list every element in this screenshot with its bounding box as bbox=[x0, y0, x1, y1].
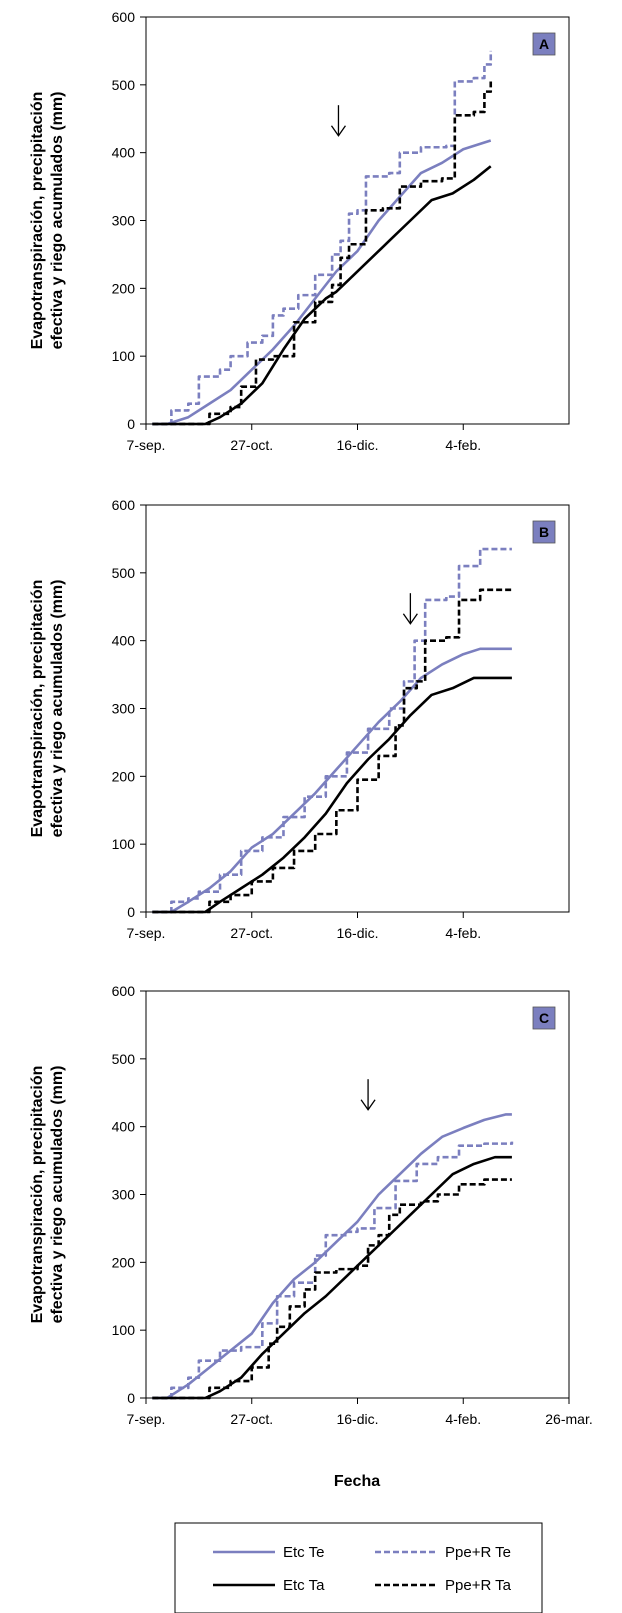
legend-entry-etc-te: Etc Te bbox=[213, 1544, 324, 1561]
y-tick-label: 0 bbox=[127, 904, 135, 920]
plot-frame-c bbox=[145, 990, 570, 1399]
x-axis-title: Fecha bbox=[334, 1473, 380, 1490]
y-axis-title: Evapotranspiración, precipitación efectiv… bbox=[29, 1066, 66, 1324]
legend-box bbox=[174, 1522, 543, 1613]
chart-panel-c: 0 100 200 300 400 500 600 7-sep. 27-oct. 16-dic. 4… bbox=[29, 983, 593, 1427]
y-tick-label: 500 bbox=[112, 1051, 136, 1067]
legend: Etc Te Ppe+R Te Etc Ta Ppe+R Ta bbox=[174, 1522, 543, 1613]
chart-panel-b: 0 100 200 300 400 500 600 7-sep. 27-oct. 16-dic. 4… bbox=[29, 497, 570, 941]
y-tick-label: 400 bbox=[112, 145, 136, 161]
chart-panels: 0 100 200 300 400 500 600 7-sep. 27-oct. 16-dic. 4… bbox=[29, 9, 593, 1427]
y-axis-title: Evapotranspiración, precipitación efectiv… bbox=[29, 580, 66, 838]
series-line-etc-te bbox=[152, 647, 512, 914]
x-tick-label: 27-oct. bbox=[230, 925, 273, 941]
y-tick-label: 600 bbox=[112, 497, 136, 513]
y-tick-label: 200 bbox=[112, 768, 136, 784]
y-tick-label: 600 bbox=[112, 9, 136, 25]
panel-badge-label: C bbox=[539, 1010, 549, 1026]
x-tick-label: 27-oct. bbox=[230, 437, 273, 453]
legend-entry-etc-ta: Etc Ta bbox=[213, 1577, 325, 1594]
y-axis-title-line2: efectiva y riego acumulados (mm) bbox=[49, 580, 66, 838]
plot-frame-a bbox=[145, 16, 570, 425]
y-axis-title-line1: Evapotranspiración, precipitación bbox=[29, 92, 46, 350]
arrow-annotation bbox=[402, 593, 418, 625]
y-tick-label: 300 bbox=[112, 1187, 136, 1203]
y-tick-label: 100 bbox=[112, 348, 136, 364]
x-tick-label: 27-oct. bbox=[230, 1411, 273, 1427]
legend-entry-ppe-r-te: Ppe+R Te bbox=[375, 1544, 511, 1561]
y-tick-label: 400 bbox=[112, 1119, 136, 1135]
y-tick-label: 500 bbox=[112, 565, 136, 581]
y-tick-label: 300 bbox=[112, 213, 136, 229]
legend-label: Ppe+R Ta bbox=[445, 1577, 512, 1594]
series-line-etc-ta bbox=[152, 165, 492, 426]
x-tick-label: 7-sep. bbox=[127, 437, 166, 453]
panel-badge-label: A bbox=[539, 36, 549, 52]
y-axis-title-line1: Evapotranspiración, precipitación bbox=[29, 580, 46, 838]
x-tick-label: 26-mar. bbox=[545, 1411, 592, 1427]
legend-label: Etc Te bbox=[283, 1544, 324, 1561]
x-tick-label: 7-sep. bbox=[127, 1411, 166, 1427]
series-line-ppe-r-te bbox=[152, 50, 493, 426]
series-line-ppe-r-te bbox=[152, 547, 512, 914]
panel-badge-a: A bbox=[532, 32, 556, 56]
panel-badge-label: B bbox=[539, 524, 549, 540]
x-tick-label: 4-feb. bbox=[445, 437, 481, 453]
y-tick-label: 0 bbox=[127, 1390, 135, 1406]
y-tick-label: 500 bbox=[112, 77, 136, 93]
y-tick-label: 400 bbox=[112, 633, 136, 649]
series-line-etc-te bbox=[152, 1113, 512, 1400]
x-tick-label: 4-feb. bbox=[445, 1411, 481, 1427]
series-line-ppe-r-te bbox=[152, 1141, 514, 1400]
y-tick-label: 0 bbox=[127, 416, 135, 432]
y-axis-title-line2: efectiva y riego acumulados (mm) bbox=[49, 1066, 66, 1324]
chart-panel-a: 0 100 200 300 400 500 600 7-sep. 27-oct. 16-dic. 4… bbox=[29, 9, 570, 453]
legend-label: Ppe+R Te bbox=[445, 1544, 511, 1561]
y-axis-title: Evapotranspiración, precipitación efectiv… bbox=[29, 92, 66, 350]
x-tick-label: 16-dic. bbox=[336, 437, 378, 453]
y-axis-title-line1: Evapotranspiración, precipitación bbox=[29, 1066, 46, 1324]
panel-badge-b: B bbox=[532, 520, 556, 544]
series-line-etc-te bbox=[152, 139, 492, 426]
y-axis-title-line2: efectiva y riego acumulados (mm) bbox=[49, 92, 66, 350]
x-tick-label: 16-dic. bbox=[336, 1411, 378, 1427]
series-line-ppe-r-ta bbox=[152, 588, 512, 914]
series-line-etc-ta bbox=[152, 1155, 512, 1400]
x-tick-label: 16-dic. bbox=[336, 925, 378, 941]
plot-frame-b bbox=[145, 504, 570, 913]
series-line-ppe-r-ta bbox=[152, 1178, 512, 1400]
y-tick-label: 100 bbox=[112, 1322, 136, 1338]
legend-label: Etc Ta bbox=[283, 1577, 325, 1594]
y-tick-label: 200 bbox=[112, 280, 136, 296]
y-tick-label: 200 bbox=[112, 1254, 136, 1270]
x-tick-label: 4-feb. bbox=[445, 925, 481, 941]
x-tick-label: 7-sep. bbox=[127, 925, 166, 941]
legend-entry-ppe-r-ta: Ppe+R Ta bbox=[375, 1577, 512, 1594]
series-line-ppe-r-ta bbox=[152, 81, 493, 426]
series-line-etc-ta bbox=[152, 676, 512, 914]
y-tick-label: 100 bbox=[112, 836, 136, 852]
arrow-annotation bbox=[360, 1079, 376, 1111]
y-tick-label: 600 bbox=[112, 983, 136, 999]
panel-badge-c: C bbox=[532, 1006, 556, 1030]
arrow-annotation bbox=[330, 105, 346, 137]
y-tick-label: 300 bbox=[112, 701, 136, 717]
